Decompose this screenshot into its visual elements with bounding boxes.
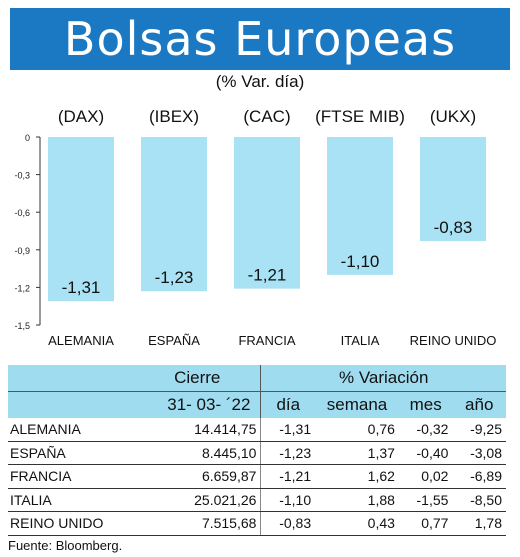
y-tick-label: 0 [25, 133, 30, 143]
cell-dia: -1,10 [260, 488, 316, 512]
cell-semana: 1,37 [315, 441, 399, 465]
y-tick-label: -0,6 [14, 208, 30, 218]
table-row: ALEMANIA 14.414,75 -1,31 0,76 -0,32 -9,25 [8, 418, 506, 442]
cell-anio: -3,08 [452, 441, 506, 465]
data-label: -1,31 [62, 278, 101, 297]
category-label: REINO UNIDO [410, 333, 497, 348]
category-label: ESPAÑA [148, 333, 200, 348]
cell-dia: -1,31 [260, 418, 316, 442]
cell-mes: -1,55 [398, 488, 453, 512]
data-label: -1,23 [155, 268, 194, 287]
header-blank [8, 365, 134, 392]
cell-dia: -1,23 [260, 441, 316, 465]
cell-anio: -6,89 [452, 464, 506, 489]
header-date: 31- 03- ´22 [134, 391, 261, 418]
cell-mes: 0,77 [398, 511, 453, 536]
cell-mes: -0,40 [398, 441, 453, 465]
bar [420, 137, 486, 242]
cell-mes: -0,32 [398, 418, 453, 442]
table-row: FRANCIA 6.659,87 -1,21 1,62 0,02 -6,89 [8, 464, 506, 489]
cell-cierre: 14.414,75 [134, 418, 261, 442]
index-label: (CAC) [243, 107, 290, 126]
cell-name: ESPAÑA [8, 441, 134, 465]
header-mes: mes [398, 391, 453, 418]
data-label: -1,10 [341, 252, 380, 271]
header-semana: semana [315, 391, 399, 418]
cell-cierre: 6.659,87 [134, 464, 261, 489]
table-row: ITALIA 25.021,26 -1,10 1,88 -1,55 -8,50 [8, 488, 506, 512]
table-header-row-2: 31- 03- ´22 día semana mes año [8, 391, 506, 418]
cell-semana: 0,43 [315, 511, 399, 536]
page-title: Bolsas Europeas [63, 12, 457, 66]
data-label: -1,21 [248, 266, 287, 285]
cell-dia: -1,21 [260, 464, 316, 489]
cell-semana: 1,62 [315, 464, 399, 489]
header-blank-2 [8, 391, 134, 418]
table-header-row-1: Cierre % Variación [8, 365, 506, 392]
header-anio: año [452, 391, 506, 418]
header-dia: día [260, 391, 316, 418]
y-tick-label: -1,5 [14, 321, 30, 331]
bar [327, 137, 393, 275]
cell-cierre: 25.021,26 [134, 488, 261, 512]
table-row: ESPAÑA 8.445,10 -1,23 1,37 -0,40 -3,08 [8, 441, 506, 465]
bar-chart: 0 -0,3 -0,6 -0,9 -1,2 -1,5 (DAX) -1,31 ALEMANIA (… [14, 107, 497, 348]
category-label: ITALIA [341, 333, 380, 348]
cell-semana: 1,88 [315, 488, 399, 512]
cell-name: ITALIA [8, 488, 134, 512]
cell-dia: -0,83 [260, 511, 316, 536]
source-note: Fuente: Bloomberg. [8, 538, 123, 553]
y-tick-label: -1,2 [14, 283, 30, 293]
cell-anio: -9,25 [452, 418, 506, 442]
y-tick-label: -0,3 [14, 171, 30, 181]
chart-subtitle: (% Var. día) [215, 72, 305, 91]
bar [48, 137, 114, 302]
data-table: Cierre % Variación 31- 03- ´22 día seman… [8, 365, 506, 536]
index-label: (FTSE MIB) [315, 107, 405, 126]
cell-name: FRANCIA [8, 464, 134, 489]
title-banner: Bolsas Europeas [10, 8, 510, 70]
cell-cierre: 8.445,10 [134, 441, 261, 465]
y-tick-label: -0,9 [14, 246, 30, 256]
index-label: (DAX) [58, 107, 104, 126]
index-label: (UKX) [430, 107, 476, 126]
cell-anio: -8,50 [452, 488, 506, 512]
cell-anio: 1,78 [452, 511, 506, 536]
table-row: REINO UNIDO 7.515,68 -0,83 0,43 0,77 1,78 [8, 511, 506, 536]
bar [234, 137, 300, 289]
header-variacion: % Variación [260, 365, 506, 392]
index-label: (IBEX) [149, 107, 199, 126]
cell-cierre: 7.515,68 [134, 511, 261, 536]
cell-name: REINO UNIDO [8, 511, 134, 536]
category-label: FRANCIA [238, 333, 295, 348]
cell-semana: 0,76 [315, 418, 399, 442]
header-cierre: Cierre [134, 365, 261, 392]
bar [141, 137, 207, 292]
data-label: -0,83 [434, 218, 473, 237]
category-label: ALEMANIA [48, 333, 114, 348]
cell-mes: 0,02 [398, 464, 453, 489]
cell-name: ALEMANIA [8, 418, 134, 442]
